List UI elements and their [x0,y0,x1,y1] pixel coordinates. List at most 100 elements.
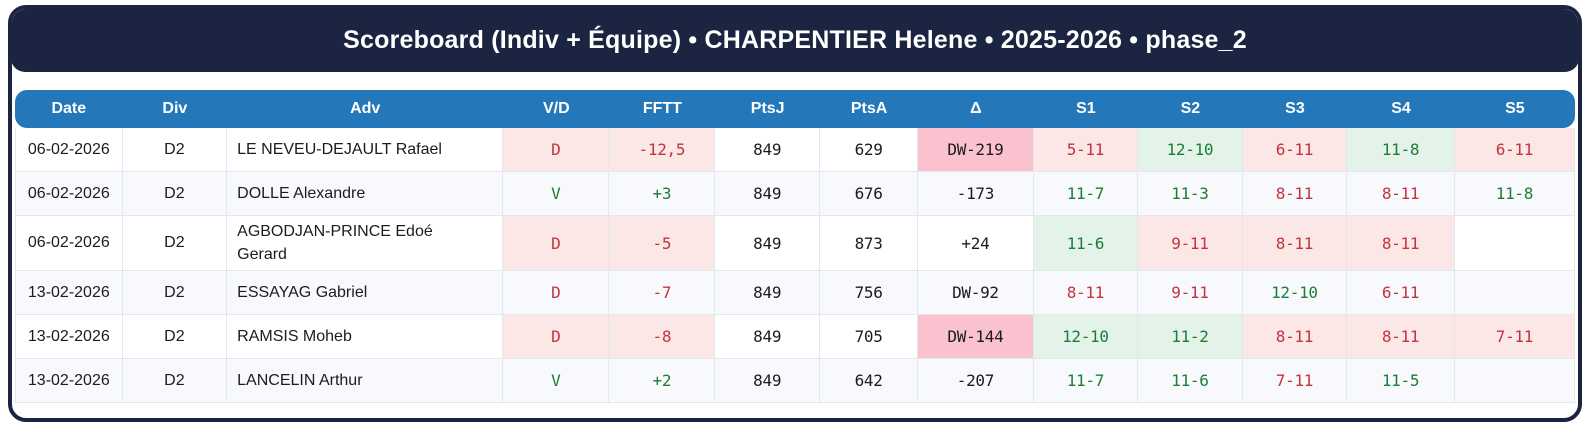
cell-adv: DOLLE Alexandre [227,172,504,216]
cell-s5 [1454,271,1575,316]
cell-vd: D [503,128,610,172]
col-header-date: Date [15,90,123,128]
cell-delta: DW-219 [918,128,1034,172]
cell-div: D2 [122,172,228,216]
cell-s3: 6-11 [1242,128,1348,172]
cell-vd: D [503,216,610,272]
cell-delta: -173 [918,172,1034,216]
cell-adv: LE NEVEU-DEJAULT Rafael [227,128,504,172]
cell-adv: AGBODJAN-PRINCE Edoé Gerard [227,216,504,272]
scoreboard-card: Scoreboard (Indiv + Équipe) • CHARPENTIE… [8,5,1582,422]
cell-s5: 6-11 [1454,128,1575,172]
cell-date: 06-02-2026 [15,172,123,216]
col-header-s3: S3 [1242,90,1348,128]
cell-s4: 8-11 [1347,172,1455,216]
scoreboard-body: 06-02-2026 D2 LE NEVEU-DEJAULT Rafael D … [15,128,1575,404]
cell-fftt: -8 [609,315,716,360]
table-row: 13-02-2026 D2 ESSAYAG Gabriel D -7 849 7… [15,271,1575,316]
col-header-div: Div [122,90,228,128]
col-header-adv: Adv [227,90,504,128]
cell-s5 [1454,216,1575,272]
cell-s3: 7-11 [1242,359,1348,404]
cell-fftt: +2 [609,359,716,404]
cell-div: D2 [122,315,228,360]
cell-date: 13-02-2026 [15,315,123,360]
cell-ptsj: 849 [715,315,820,360]
cell-vd: V [503,359,610,404]
adv-name: ESSAYAG Gabriel [237,284,368,302]
cell-s3: 8-11 [1242,216,1348,272]
cell-s2: 11-3 [1138,172,1243,216]
cell-vd: D [503,315,610,360]
cell-s1: 8-11 [1033,271,1139,316]
col-header-fftt: FFTT [609,90,716,128]
cell-date: 06-02-2026 [15,216,123,272]
cell-date: 06-02-2026 [15,128,123,172]
cell-s5: 11-8 [1454,172,1575,216]
cell-s2: 11-2 [1138,315,1243,360]
cell-s4: 6-11 [1347,271,1455,316]
cell-ptsj: 849 [715,271,820,316]
scoreboard-table: Date Div Adv V/D FFTT PtsJ PtsA Δ S1 S2 … [15,90,1575,404]
cell-fftt: -12,5 [609,128,716,172]
col-header-s4: S4 [1347,90,1455,128]
col-header-delta: Δ [918,90,1034,128]
cell-ptsj: 849 [715,172,820,216]
cell-s5: 7-11 [1454,315,1575,360]
cell-adv: RAMSIS Moheb [227,315,504,360]
cell-date: 13-02-2026 [15,359,123,404]
col-header-s2: S2 [1138,90,1243,128]
cell-s1: 11-6 [1033,216,1139,272]
col-header-s5: S5 [1454,90,1575,128]
cell-div: D2 [122,216,228,272]
cell-s1: 5-11 [1033,128,1139,172]
title-banner: Scoreboard (Indiv + Équipe) • CHARPENTIE… [12,9,1578,72]
cell-ptsa: 676 [819,172,919,216]
cell-s3: 8-11 [1242,315,1348,360]
cell-ptsj: 849 [715,359,820,404]
col-header-s1: S1 [1033,90,1139,128]
cell-vd: D [503,271,610,316]
table-header: Date Div Adv V/D FFTT PtsJ PtsA Δ S1 S2 … [15,90,1575,128]
cell-fftt: -7 [609,271,716,316]
cell-s4: 11-8 [1347,128,1455,172]
cell-ptsj: 849 [715,216,820,272]
adv-name: DOLLE Alexandre [237,184,366,202]
adv-name: RAMSIS Moheb [237,328,352,346]
cell-s4: 8-11 [1347,315,1455,360]
cell-s4: 8-11 [1347,216,1455,272]
cell-s2: 12-10 [1138,128,1243,172]
table-row: 06-02-2026 D2 DOLLE Alexandre V +3 849 6… [15,172,1575,216]
cell-delta: -207 [918,359,1034,404]
cell-adv: ESSAYAG Gabriel [227,271,504,316]
adv-name: AGBODJAN-PRINCE Edoé Gerard [237,223,433,264]
cell-ptsa: 629 [819,128,919,172]
cell-s1: 11-7 [1033,172,1139,216]
cell-delta: +24 [918,216,1034,272]
cell-delta: DW-92 [918,271,1034,316]
cell-ptsj: 849 [715,128,820,172]
cell-fftt: -5 [609,216,716,272]
cell-ptsa: 642 [819,359,919,404]
cell-ptsa: 756 [819,271,919,316]
col-header-ptsj: PtsJ [715,90,820,128]
table-row: 06-02-2026 D2 AGBODJAN-PRINCE Edoé Gerar… [15,216,1575,272]
cell-s2: 11-6 [1138,359,1243,404]
adv-name: LANCELIN Arthur [237,372,363,390]
table-container: Date Div Adv V/D FFTT PtsJ PtsA Δ S1 S2 … [12,71,1578,404]
cell-div: D2 [122,271,228,316]
cell-adv: LANCELIN Arthur [227,359,504,404]
cell-div: D2 [122,128,228,172]
cell-ptsa: 873 [819,216,919,272]
table-row: 13-02-2026 D2 LANCELIN Arthur V +2 849 6… [15,359,1575,404]
cell-s2: 9-11 [1138,271,1243,316]
cell-s3: 8-11 [1242,172,1348,216]
cell-s1: 12-10 [1033,315,1139,360]
cell-s5 [1454,359,1575,404]
col-header-vd: V/D [503,90,610,128]
cell-fftt: +3 [609,172,716,216]
page-title: Scoreboard (Indiv + Équipe) • CHARPENTIE… [343,25,1247,54]
adv-name: LE NEVEU-DEJAULT Rafael [237,140,442,158]
table-row: 13-02-2026 D2 RAMSIS Moheb D -8 849 705 … [15,315,1575,360]
cell-date: 13-02-2026 [15,271,123,316]
